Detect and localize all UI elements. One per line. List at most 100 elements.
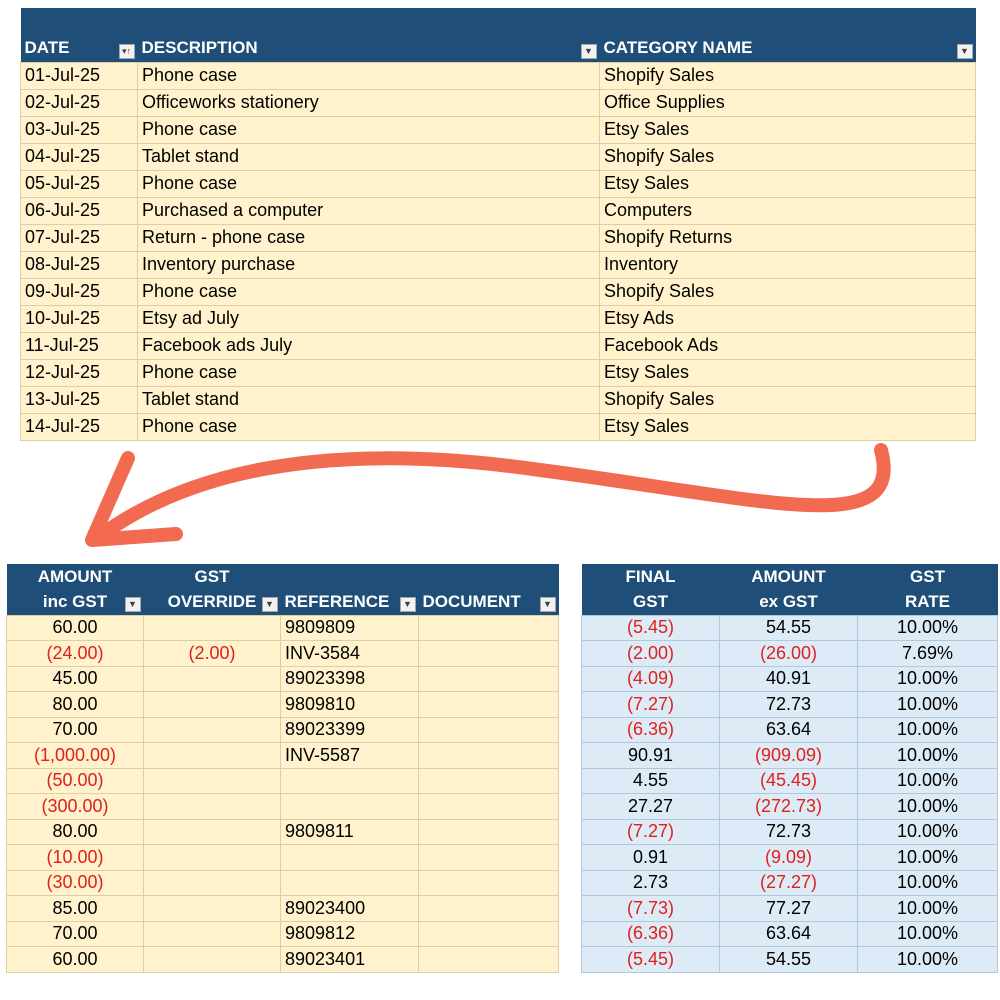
gst-override-cell[interactable]: (2.00) (143, 640, 281, 667)
gst-rate-cell[interactable]: 10.00% (857, 665, 998, 692)
amount-ex-gst-cell[interactable]: (9.09) (719, 844, 858, 871)
document-cell[interactable] (418, 793, 559, 820)
category-name-cell[interactable]: Shopify Sales (599, 142, 976, 171)
category-name-cell[interactable]: Shopify Sales (599, 277, 976, 306)
final-gst-cell[interactable]: (7.27) (581, 818, 720, 845)
gst-override-cell[interactable] (143, 691, 281, 718)
gst-rate-cell[interactable]: 10.00% (857, 767, 998, 794)
header-amount-inc-gst[interactable]: AMOUNT inc GST ▼ (6, 564, 144, 615)
final-gst-cell[interactable]: (4.09) (581, 665, 720, 692)
gst-override-cell[interactable] (143, 844, 281, 871)
reference-cell[interactable]: 9809809 (280, 614, 419, 641)
amount-ex-gst-cell[interactable]: 77.27 (719, 895, 858, 922)
document-cell[interactable] (418, 742, 559, 769)
reference-cell[interactable]: INV-5587 (280, 742, 419, 769)
gst-rate-cell[interactable]: 10.00% (857, 716, 998, 743)
amount-ex-gst-cell[interactable]: 40.91 (719, 665, 858, 692)
gst-rate-cell[interactable]: 10.00% (857, 793, 998, 820)
gst-override-cell[interactable] (143, 946, 281, 973)
date-cell[interactable]: 02-Jul-25 (20, 88, 138, 117)
category-name-cell[interactable]: Shopify Returns (599, 223, 976, 252)
gst-rate-cell[interactable]: 10.00% (857, 844, 998, 871)
date-cell[interactable]: 12-Jul-25 (20, 358, 138, 387)
gst-rate-cell[interactable]: 10.00% (857, 869, 998, 896)
description-cell[interactable]: Phone case (137, 358, 600, 387)
amount-inc-gst-cell[interactable]: (300.00) (6, 793, 144, 820)
date-cell[interactable]: 04-Jul-25 (20, 142, 138, 171)
final-gst-cell[interactable]: 2.73 (581, 869, 720, 896)
amount-ex-gst-cell[interactable]: 63.64 (719, 716, 858, 743)
description-cell[interactable]: Purchased a computer (137, 196, 600, 225)
header-category-name[interactable]: CATEGORY NAME ▼ (599, 8, 976, 62)
amount-inc-gst-cell[interactable]: 45.00 (6, 665, 144, 692)
date-cell[interactable]: 14-Jul-25 (20, 412, 138, 441)
amount-ex-gst-cell[interactable]: 72.73 (719, 818, 858, 845)
description-cell[interactable]: Officeworks stationery (137, 88, 600, 117)
date-cell[interactable]: 09-Jul-25 (20, 277, 138, 306)
amount-inc-gst-cell[interactable]: (1,000.00) (6, 742, 144, 769)
category-name-cell[interactable]: Shopify Sales (599, 61, 976, 90)
reference-cell[interactable] (280, 793, 419, 820)
amount-inc-gst-cell[interactable]: (50.00) (6, 767, 144, 794)
document-cell[interactable] (418, 869, 559, 896)
category-name-cell[interactable]: Inventory (599, 250, 976, 279)
header-reference[interactable]: REFERENCE ▼ (280, 564, 419, 615)
category-name-cell[interactable]: Computers (599, 196, 976, 225)
final-gst-cell[interactable]: 90.91 (581, 742, 720, 769)
gst-override-cell[interactable] (143, 920, 281, 947)
gst-override-cell[interactable] (143, 869, 281, 896)
header-amount-ex-gst[interactable]: AMOUNT ex GST (719, 564, 858, 615)
final-gst-cell[interactable]: 0.91 (581, 844, 720, 871)
amount-ex-gst-cell[interactable]: (909.09) (719, 742, 858, 769)
description-cell[interactable]: Inventory purchase (137, 250, 600, 279)
header-document[interactable]: DOCUMENT ▼ (418, 564, 559, 615)
filter-dropdown-icon[interactable]: ▼ (399, 596, 416, 612)
category-name-cell[interactable]: Etsy Sales (599, 169, 976, 198)
gst-rate-cell[interactable]: 10.00% (857, 920, 998, 947)
amount-inc-gst-cell[interactable]: 80.00 (6, 691, 144, 718)
reference-cell[interactable]: 9809810 (280, 691, 419, 718)
amount-inc-gst-cell[interactable]: 60.00 (6, 946, 144, 973)
category-name-cell[interactable]: Etsy Sales (599, 115, 976, 144)
amount-ex-gst-cell[interactable]: 72.73 (719, 691, 858, 718)
description-cell[interactable]: Phone case (137, 115, 600, 144)
category-name-cell[interactable]: Facebook Ads (599, 331, 976, 360)
document-cell[interactable] (418, 895, 559, 922)
gst-rate-cell[interactable]: 10.00% (857, 895, 998, 922)
final-gst-cell[interactable]: (2.00) (581, 640, 720, 667)
document-cell[interactable] (418, 946, 559, 973)
final-gst-cell[interactable]: (7.73) (581, 895, 720, 922)
header-gst-override[interactable]: GST OVERRIDE ▼ (143, 564, 281, 615)
amount-inc-gst-cell[interactable]: 85.00 (6, 895, 144, 922)
final-gst-cell[interactable]: (5.45) (581, 946, 720, 973)
reference-cell[interactable] (280, 844, 419, 871)
reference-cell[interactable] (280, 767, 419, 794)
filter-dropdown-icon[interactable]: ▼ (539, 596, 556, 612)
category-name-cell[interactable]: Office Supplies (599, 88, 976, 117)
date-cell[interactable]: 08-Jul-25 (20, 250, 138, 279)
header-description[interactable]: DESCRIPTION ▼ (137, 8, 600, 62)
filter-dropdown-icon[interactable]: ▼ (580, 43, 597, 59)
amount-inc-gst-cell[interactable]: 80.00 (6, 818, 144, 845)
amount-ex-gst-cell[interactable]: (26.00) (719, 640, 858, 667)
amount-inc-gst-cell[interactable]: 70.00 (6, 920, 144, 947)
reference-cell[interactable]: 89023400 (280, 895, 419, 922)
final-gst-cell[interactable]: 4.55 (581, 767, 720, 794)
document-cell[interactable] (418, 767, 559, 794)
final-gst-cell[interactable]: (7.27) (581, 691, 720, 718)
category-name-cell[interactable]: Etsy Sales (599, 412, 976, 441)
gst-override-cell[interactable] (143, 818, 281, 845)
category-name-cell[interactable]: Etsy Sales (599, 358, 976, 387)
description-cell[interactable]: Phone case (137, 61, 600, 90)
filter-dropdown-icon[interactable]: ▼ (124, 596, 141, 612)
gst-rate-cell[interactable]: 10.00% (857, 742, 998, 769)
document-cell[interactable] (418, 691, 559, 718)
document-cell[interactable] (418, 920, 559, 947)
amount-inc-gst-cell[interactable]: (30.00) (6, 869, 144, 896)
description-cell[interactable]: Facebook ads July (137, 331, 600, 360)
gst-override-cell[interactable] (143, 665, 281, 692)
description-cell[interactable]: Tablet stand (137, 385, 600, 414)
amount-inc-gst-cell[interactable]: 60.00 (6, 614, 144, 641)
gst-rate-cell[interactable]: 10.00% (857, 691, 998, 718)
category-name-cell[interactable]: Etsy Ads (599, 304, 976, 333)
